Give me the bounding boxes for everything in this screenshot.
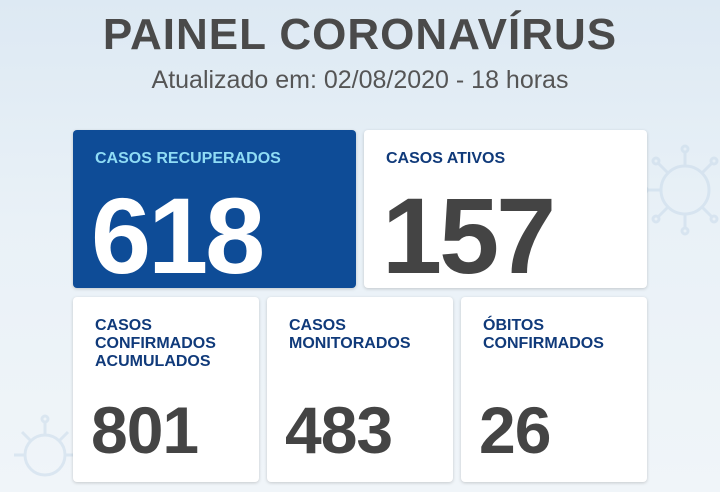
label-line: CASOS	[95, 317, 152, 334]
page-title: PAINEL CORONAVÍRUS	[102, 10, 618, 59]
card-label: CASOS CONFIRMADOS ACUMULADOS	[95, 317, 216, 371]
card-value: 26	[479, 393, 551, 467]
label-line: ACUMULADOS	[95, 353, 211, 370]
card-value: 618	[91, 175, 265, 289]
update-timestamp: Atualizado em: 02/08/2020 - 18 horas	[151, 66, 569, 94]
card-label: CASOS ATIVOS	[386, 150, 506, 167]
card-casos-confirmados: CASOS CONFIRMADOS ACUMULADOS 801	[73, 297, 259, 482]
label-line: CASOS	[289, 317, 346, 334]
label-line: CONFIRMADOS	[95, 335, 216, 352]
card-label: ÓBITOS CONFIRMADOS	[483, 317, 604, 353]
label-line: CONFIRMADOS	[483, 335, 604, 352]
card-value: 801	[91, 393, 199, 467]
label-line: MONITORADOS	[289, 335, 411, 352]
card-label: CASOS MONITORADOS	[289, 317, 410, 353]
card-value: 157	[382, 175, 556, 289]
card-casos-recuperados: CASOS RECUPERADOS 618	[73, 130, 356, 288]
label-line: ÓBITOS	[483, 317, 545, 334]
card-casos-monitorados: CASOS MONITORADOS 483	[267, 297, 453, 482]
card-casos-ativos: CASOS ATIVOS 157	[364, 130, 647, 288]
card-value: 483	[285, 393, 393, 467]
virus-icon	[14, 414, 76, 477]
card-label: CASOS RECUPERADOS	[95, 150, 281, 167]
virus-icon	[640, 144, 719, 236]
card-obitos-confirmados: ÓBITOS CONFIRMADOS 26	[461, 297, 647, 482]
